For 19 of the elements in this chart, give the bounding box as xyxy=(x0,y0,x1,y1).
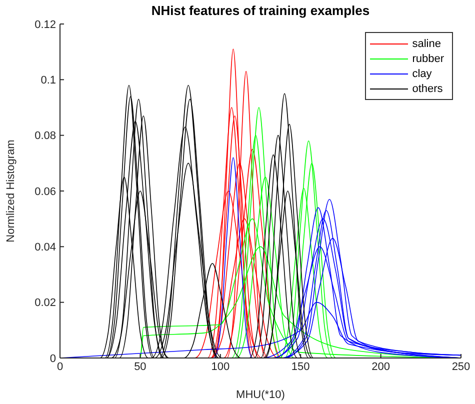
legend-label: rubber xyxy=(412,52,444,64)
legend-label: clay xyxy=(412,68,432,80)
y-tick-label: 0.02 xyxy=(34,297,56,310)
x-tick-label: 250 xyxy=(452,360,470,373)
x-tick-label: 200 xyxy=(372,360,390,373)
x-tick-label: 150 xyxy=(291,360,310,373)
y-tick-label: 0.08 xyxy=(34,130,56,142)
chart-title: NHist features of training examples xyxy=(150,3,371,18)
legend-label: others xyxy=(412,82,443,94)
y-tick-label: 0.12 xyxy=(34,18,56,31)
y-axis-title: Normlized Histogram xyxy=(4,140,17,242)
y-tick-label: 0.04 xyxy=(34,242,56,254)
x-tick-label: 100 xyxy=(211,360,230,373)
x-axis-title: MHU(*10) xyxy=(236,389,285,401)
y-tick-label: 0.1 xyxy=(40,74,56,87)
y-tick-label: 0 xyxy=(50,352,56,365)
x-tick-label: 50 xyxy=(134,360,146,373)
legend-label: saline xyxy=(412,38,441,50)
y-tick-label: 0.06 xyxy=(34,186,56,198)
